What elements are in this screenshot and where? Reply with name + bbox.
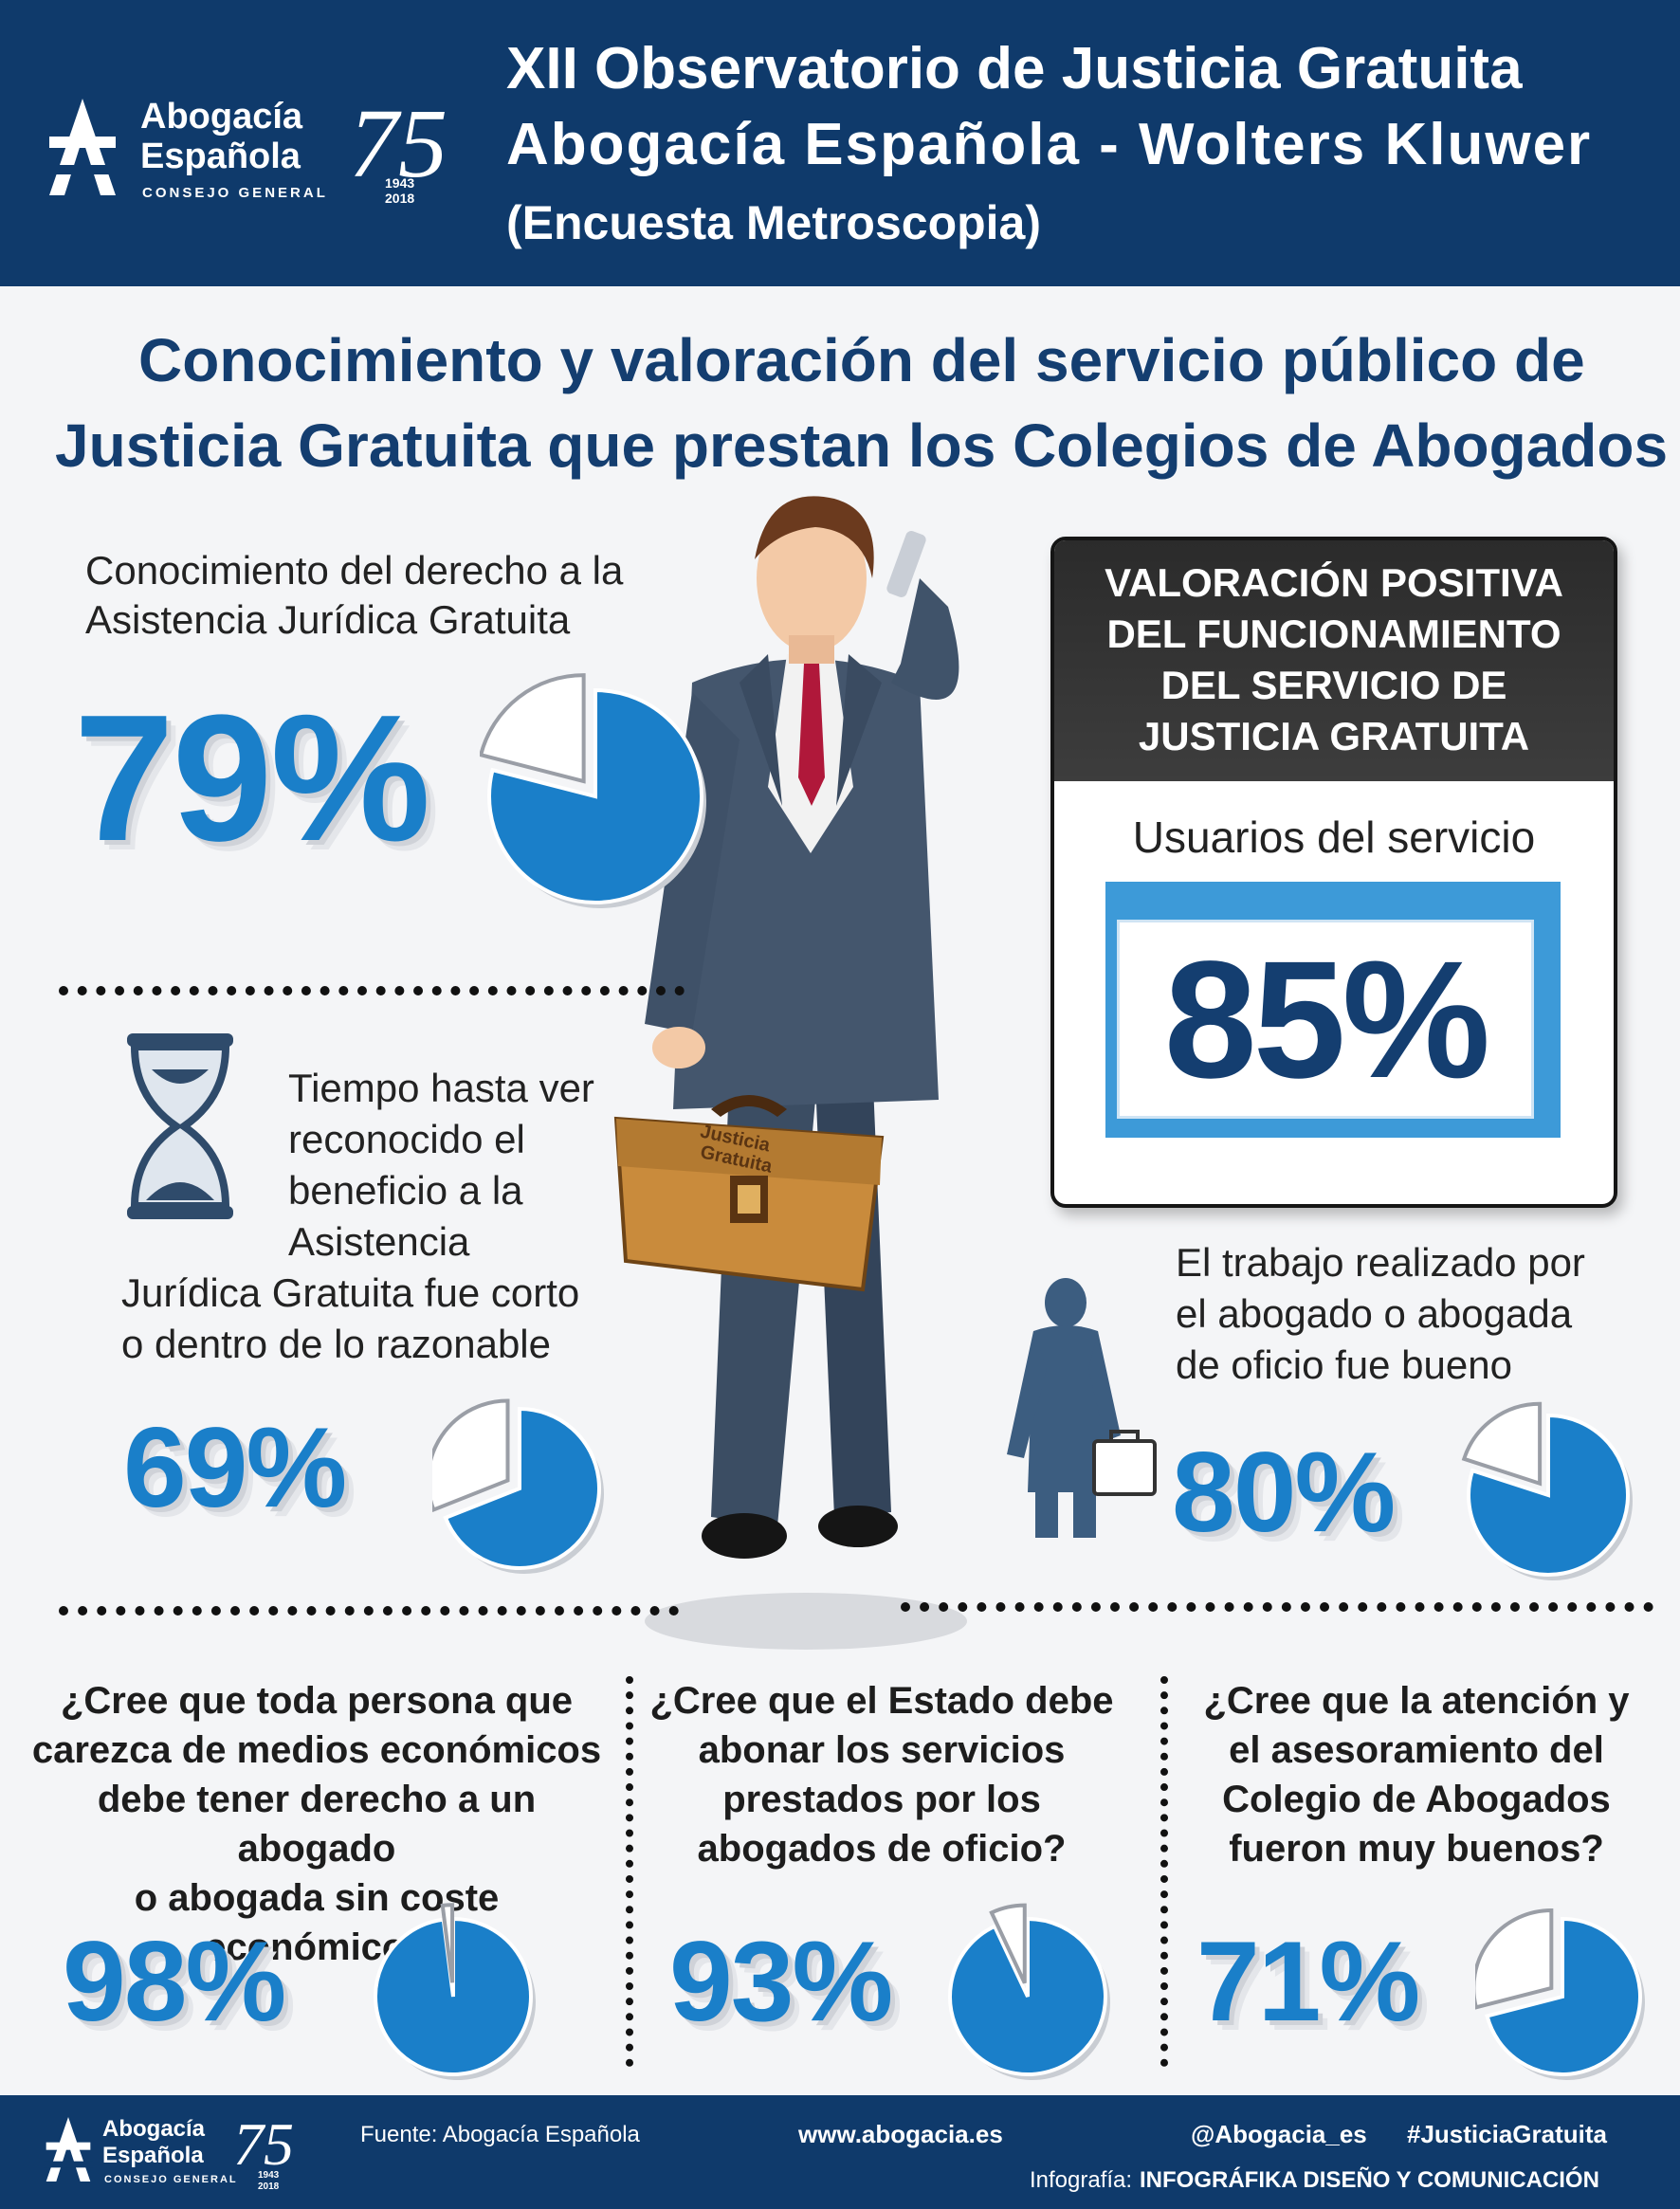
question-right-to-lawyer-line2: carezca de medios económicos: [31, 1729, 602, 1771]
footer-bar: Abogacía Española CONSEJO GENERAL 75 194…: [0, 2095, 1680, 2209]
question-state-pays-line1: ¿Cree que el Estado debe: [649, 1680, 1114, 1722]
stat-label-work-line1: El trabajo realizado por: [1176, 1240, 1585, 1285]
footer-anniversary-number: 75: [233, 2110, 294, 2178]
question-right-to-lawyer-line1: ¿Cree que toda persona que: [60, 1680, 574, 1722]
stat-value-work: 80%: [1172, 1429, 1396, 1556]
anniversary-year-end: 2018: [385, 191, 415, 206]
valuation-subtitle: Usuarios del servicio: [1132, 812, 1536, 862]
pie-chart-knowledge: [480, 673, 706, 908]
positive-valuation-panel: VALORACIÓN POSITIVA DEL FUNCIONAMIENTO D…: [1050, 537, 1617, 1208]
valuation-pct-value: 85%: [1163, 927, 1490, 1113]
footer-source: Fuente: Abogacía Española: [360, 2122, 640, 2147]
pie-chart-college-service: [1475, 1908, 1645, 2080]
pie-slice-remainder: [989, 1903, 1027, 1984]
valuation-heading-line3: DEL SERVICIO DE: [1160, 663, 1507, 707]
org-name-line2: Española: [140, 137, 301, 176]
org-subtitle: CONSEJO GENERAL: [142, 185, 328, 201]
main-heading-line2: Justicia Gratuita que prestan los Colegi…: [55, 411, 1669, 480]
valuation-heading-line2: DEL FUNCIONAMIENTO: [1106, 612, 1561, 656]
question-college-service-line4: fueron muy buenos?: [1229, 1828, 1604, 1870]
pie-slice-remainder: [480, 673, 586, 784]
abogacia-logo-icon: [46, 99, 119, 195]
pie-slice-value: [374, 1916, 533, 2076]
stat-value-knowledge: 79%: [74, 678, 430, 879]
valuation-heading-line1: VALORACIÓN POSITIVA: [1105, 560, 1563, 605]
main-heading-line1: Conocimiento y valoración del servicio p…: [138, 326, 1585, 394]
question-state-pays-line4: abogados de oficio?: [697, 1828, 1067, 1870]
pie-slice-remainder: [1475, 1908, 1554, 2010]
pie-chart-state-pays: [948, 1903, 1110, 2080]
question-right-to-lawyer-line3: debe tener derecho a un abogado: [97, 1779, 537, 1870]
question-right-to-lawyer: ¿Cree que toda persona que carezca de me…: [23, 1676, 611, 1972]
stat-value-state-pays: 93%: [669, 1918, 893, 2045]
stat-value-time: 69%: [123, 1404, 347, 1531]
stat-value-right-to-lawyer: 98%: [63, 1918, 286, 2045]
stat-label-time-line2: reconocido el: [288, 1117, 525, 1161]
header-title-line3: (Encuesta Metroscopia): [506, 196, 1042, 249]
dotted-divider-2-right: [901, 1602, 1653, 1612]
pie-slice-value: [487, 687, 703, 904]
pie-slice-value: [1485, 1916, 1642, 2076]
stat-label-time-line5: Jurídica Gratuita fue corto: [121, 1270, 580, 1315]
org-name-line1: Abogacía: [140, 97, 303, 137]
footer-org-name-line1: Abogacía: [102, 2116, 206, 2142]
stat-label-work-line2: el abogado o abogada: [1176, 1291, 1573, 1336]
pie-slice-remainder: [1461, 1401, 1543, 1487]
anniversary-number: 75: [349, 89, 447, 198]
question-state-pays: ¿Cree que el Estado debe abonar los serv…: [645, 1676, 1119, 1873]
footer-hashtag-link[interactable]: #JusticiaGratuita: [1407, 2120, 1607, 2148]
briefcase-icon: [613, 1095, 885, 1292]
valuation-pct-inner: 85%: [1117, 920, 1534, 1119]
question-college-service-line1: ¿Cree que la atención y: [1203, 1680, 1630, 1722]
stat-label-knowledge-line1: Conocimiento del derecho a la: [85, 548, 624, 593]
pie-slice-remainder: [432, 1398, 510, 1513]
hourglass-icon: [127, 1033, 233, 1219]
stat-value-college-service: 71%: [1196, 1918, 1420, 2045]
footer-org-subtitle: CONSEJO GENERAL: [104, 2174, 238, 2185]
stat-label-time-line3: beneficio a la: [288, 1168, 523, 1213]
pie-slice-remainder: [440, 1903, 455, 1983]
pie-slice-value: [443, 1406, 601, 1570]
footer-credit-name: INFOGRÁFIKA DISEÑO Y COMUNICACIÓN: [1140, 2167, 1599, 2193]
stat-label-knowledge-line2: Asistencia Jurídica Gratuita: [85, 597, 571, 642]
anniversary-year-start: 1943: [385, 175, 415, 191]
question-college-service-line3: Colegio de Abogados: [1222, 1779, 1611, 1820]
stat-label-time-line1: Tiempo hasta ver: [288, 1066, 594, 1110]
question-state-pays-line3: prestados por los: [722, 1779, 1041, 1820]
dotted-divider-vertical-2: [1160, 1676, 1168, 2067]
pie-slice-value: [1467, 1413, 1630, 1577]
dotted-divider-vertical-1: [626, 1676, 633, 2067]
question-college-service-line2: el asesoramiento del: [1229, 1729, 1604, 1771]
pie-slice-value: [948, 1916, 1107, 2076]
header-title-line2: Abogacía Española - Wolters Kluwer: [506, 112, 1593, 177]
dotted-divider-2-left: [59, 1606, 679, 1616]
footer-website-link[interactable]: www.abogacia.es: [798, 2120, 1003, 2148]
question-state-pays-line2: abonar los servicios: [698, 1729, 1066, 1771]
header-bar: Abogacía Española CONSEJO GENERAL 75 194…: [0, 0, 1680, 286]
footer-org-name-line2: Española: [102, 2143, 204, 2168]
stat-label-time-line4: Asistencia: [288, 1219, 470, 1264]
header-title-line1: XII Observatorio de Justicia Gratuita: [506, 36, 1523, 101]
stat-label-work-line3: de oficio fue bueno: [1176, 1342, 1512, 1387]
footer-credit-prefix: Infografía:: [1030, 2167, 1133, 2193]
valuation-pct-frame: 85%: [1105, 882, 1561, 1138]
footer-twitter-link[interactable]: @Abogacia_es: [1191, 2120, 1367, 2148]
pie-chart-right-to-lawyer: [374, 1903, 536, 2080]
dotted-divider-1: [59, 986, 685, 995]
pie-chart-time: [432, 1398, 604, 1574]
valuation-heading-line4: JUSTICIA GRATUITA: [1138, 714, 1530, 758]
businessman-illustration: [645, 496, 967, 1650]
pie-chart-work: [1461, 1401, 1633, 1580]
footer-abogacia-logo-icon: [44, 2117, 93, 2182]
question-college-service: ¿Cree que la atención y el asesoramiento…: [1179, 1676, 1653, 1873]
valuation-panel-header: VALORACIÓN POSITIVA DEL FUNCIONAMIENTO D…: [1054, 540, 1614, 781]
footer-anniversary-year-start: 1943: [258, 2170, 280, 2181]
footer-anniversary-year-end: 2018: [258, 2182, 280, 2192]
lawyer-woman-icon: [1007, 1278, 1157, 1538]
stat-label-time-line6: o dentro de lo razonable: [121, 1322, 551, 1366]
